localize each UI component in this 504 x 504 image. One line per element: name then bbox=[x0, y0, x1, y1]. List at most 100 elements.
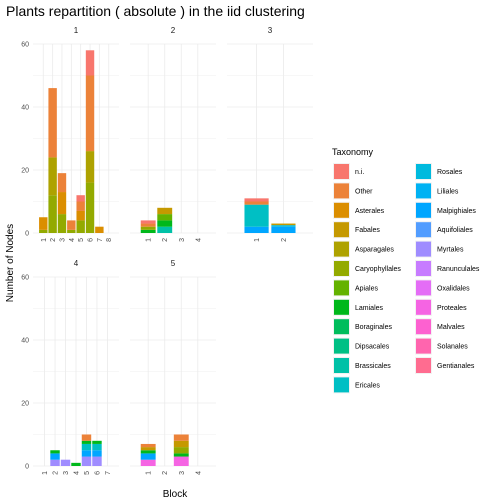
bar-segment-other bbox=[67, 220, 76, 230]
bar-segment-n-i- bbox=[244, 198, 269, 202]
x-tick-label: 2 bbox=[50, 238, 57, 242]
legend-label: Asterales bbox=[355, 208, 385, 215]
y-axis-title: Number of Nodes bbox=[5, 224, 16, 302]
bar-segment-caryophyllales bbox=[67, 229, 76, 233]
bar-segment-myrtales bbox=[92, 456, 102, 466]
bar-segment-caryophyllales bbox=[39, 229, 48, 233]
bar-segment-lamiales bbox=[71, 462, 81, 466]
x-tick-label: 6 bbox=[94, 471, 101, 475]
bar-segment-ericales bbox=[244, 204, 269, 227]
facet-strip-label: 5 bbox=[171, 259, 176, 268]
x-tick-label: 3 bbox=[63, 471, 70, 475]
bar-segment-fabales bbox=[173, 440, 189, 448]
x-tick-label: 6 bbox=[88, 238, 95, 242]
y-tick-label: 60 bbox=[21, 42, 29, 49]
legend-item: Asterales bbox=[333, 201, 385, 219]
legend-item: Ranunculales bbox=[415, 260, 480, 277]
legend-item: Solanales bbox=[415, 337, 468, 355]
bar-segment-other bbox=[48, 88, 57, 158]
legend-label: Other bbox=[355, 188, 373, 195]
bar-segment-asterales bbox=[57, 192, 67, 215]
legend-swatch bbox=[416, 280, 431, 296]
bar-segment-asparagales bbox=[85, 151, 95, 183]
bar-segment-lamiales bbox=[92, 440, 102, 444]
legend: Taxonomy n.i. Other Asterales Fabales Aspara… bbox=[332, 147, 480, 394]
legend-label: Malvales bbox=[437, 324, 465, 331]
legend-label: Boraginales bbox=[355, 324, 392, 331]
bar-segment-fabales bbox=[140, 447, 156, 451]
x-tick-label: 7 bbox=[97, 238, 104, 242]
bar-segment-lamiales bbox=[81, 440, 92, 444]
bar-segment-other bbox=[244, 201, 269, 205]
y-tick-label: 40 bbox=[21, 338, 29, 345]
legend-swatch bbox=[416, 241, 431, 257]
legend-label: Ranunculales bbox=[437, 266, 480, 273]
bar-segment-fabales bbox=[271, 223, 296, 226]
y-tick-label: 40 bbox=[21, 105, 29, 112]
x-tick-label: 5 bbox=[84, 471, 91, 475]
legend-swatch bbox=[334, 261, 349, 276]
bar-segment-other bbox=[57, 173, 67, 193]
bar-segment-lamiales bbox=[157, 220, 173, 227]
bar-segment-caryophyllales bbox=[85, 182, 95, 233]
legend-item: Brassicales bbox=[333, 357, 391, 374]
legend-label: Fabales bbox=[355, 227, 380, 234]
facet-panel-5: 5 1 2 3 4 bbox=[130, 259, 216, 475]
legend-swatch bbox=[416, 222, 431, 238]
legend-swatch bbox=[416, 202, 431, 218]
x-axis-title: Block bbox=[163, 489, 188, 500]
legend-swatch bbox=[334, 241, 349, 257]
legend-label: Myrtales bbox=[437, 247, 464, 254]
legend-swatch bbox=[334, 338, 349, 354]
legend-swatch bbox=[334, 319, 349, 335]
legend-swatch bbox=[416, 261, 431, 276]
x-tick-label: 1 bbox=[146, 238, 153, 242]
legend-title: Taxonomy bbox=[332, 147, 374, 157]
legend-item: Rosales bbox=[415, 163, 463, 180]
y-tick-label: 20 bbox=[21, 168, 29, 175]
x-tick-label: 5 bbox=[78, 238, 85, 242]
bar-segment-fabales bbox=[157, 207, 173, 215]
bar-segment-caryophyllales bbox=[173, 447, 189, 454]
legend-label: Caryophyllales bbox=[355, 266, 401, 273]
bar-segment-lamiales bbox=[140, 450, 156, 454]
bar-segment-n-i- bbox=[76, 195, 85, 202]
bar-segment-malpighiales bbox=[81, 450, 92, 457]
bar-segment-n-i- bbox=[85, 50, 95, 76]
legend-label: Liliales bbox=[437, 188, 459, 195]
legend-item: Asparagales bbox=[333, 240, 394, 258]
legend-label: Solanales bbox=[437, 344, 468, 351]
bar-segment-rosales bbox=[271, 225, 296, 227]
bar-segment-other bbox=[85, 75, 95, 152]
bar-segment-proteales bbox=[140, 459, 156, 466]
legend-item: Apiales bbox=[333, 279, 378, 297]
bar-segment-n-i- bbox=[140, 220, 156, 224]
bar-segment-caryophyllales bbox=[57, 214, 67, 233]
legend-swatch bbox=[334, 377, 349, 393]
legend-item: Lamiales bbox=[333, 298, 384, 316]
x-tick-label: 4 bbox=[195, 238, 202, 242]
legend-label: Gentianales bbox=[437, 363, 475, 370]
legend-swatch bbox=[334, 299, 349, 315]
legend-item: Aquifoliales bbox=[415, 221, 473, 239]
facet-panel-3: 3 1 2 bbox=[227, 26, 313, 242]
bar-segment-malpighiales bbox=[244, 226, 269, 233]
x-tick-label: 1 bbox=[42, 471, 49, 475]
legend-item: Ericales bbox=[333, 376, 380, 394]
x-tick-label: 8 bbox=[106, 238, 113, 242]
y-tick-label: 20 bbox=[21, 401, 29, 408]
legend-swatch bbox=[334, 280, 349, 296]
bar-segment-malpighiales bbox=[140, 453, 156, 460]
legend-item: Myrtales bbox=[415, 240, 464, 258]
bar-segment-other bbox=[173, 434, 189, 441]
legend-swatch bbox=[334, 164, 349, 179]
legend-item: Other bbox=[333, 182, 373, 200]
legend-label: Rosales bbox=[437, 169, 463, 176]
bar-segment-asparagales bbox=[48, 157, 57, 196]
bar-segment-myrtales bbox=[50, 459, 60, 466]
legend-swatch bbox=[334, 222, 349, 238]
x-tick-label: 1 bbox=[254, 238, 261, 242]
legend-label: Brassicales bbox=[355, 363, 391, 370]
legend-swatch bbox=[416, 358, 431, 373]
